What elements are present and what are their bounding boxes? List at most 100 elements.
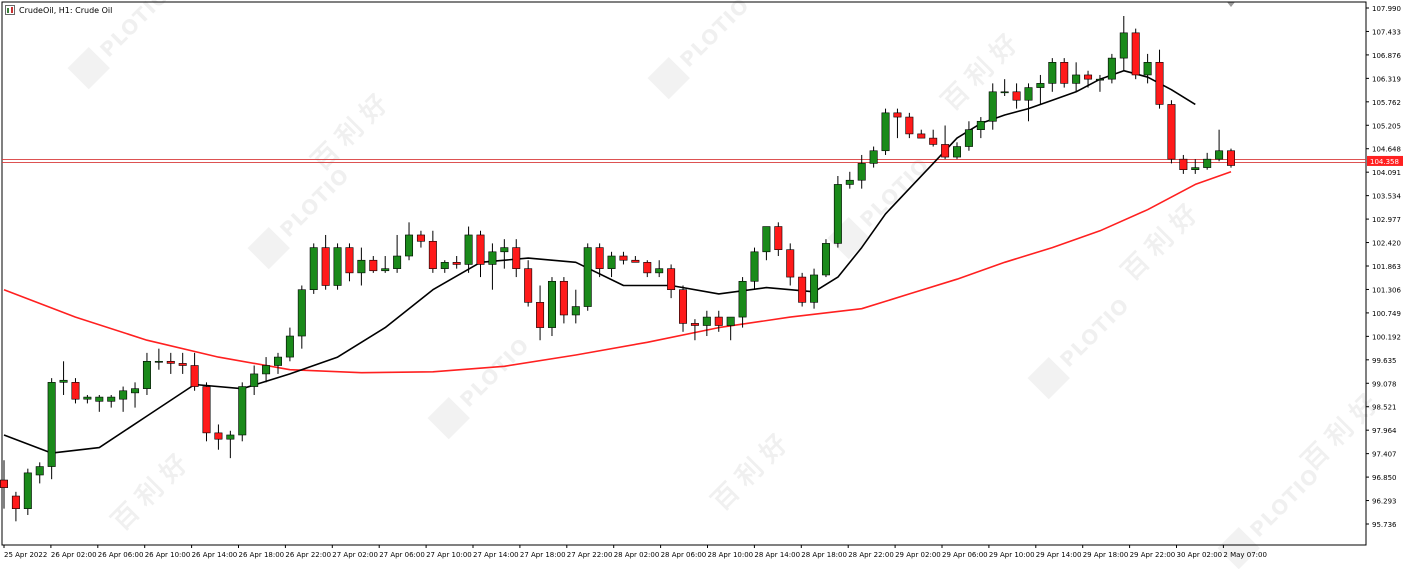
- candle-body[interactable]: [536, 302, 545, 328]
- candle-body[interactable]: [297, 289, 306, 337]
- candle-body[interactable]: [1048, 62, 1057, 84]
- candle-body[interactable]: [929, 137, 938, 145]
- candle-body[interactable]: [0, 479, 8, 488]
- candle-body[interactable]: [154, 360, 163, 363]
- candle-body[interactable]: [1143, 62, 1152, 76]
- candle-body[interactable]: [941, 144, 950, 158]
- candle-body[interactable]: [416, 234, 425, 242]
- candle-body[interactable]: [345, 247, 354, 274]
- candle-body[interactable]: [357, 259, 366, 274]
- chart-shift-marker-icon[interactable]: [1227, 2, 1235, 7]
- candle-body[interactable]: [107, 396, 116, 402]
- candle-body[interactable]: [1024, 87, 1033, 101]
- candle-body[interactable]: [369, 259, 378, 272]
- candle-body[interactable]: [119, 390, 128, 400]
- candle-body[interactable]: [47, 382, 56, 467]
- candle-body[interactable]: [547, 280, 556, 328]
- candle-body[interactable]: [166, 360, 175, 364]
- candle-body[interactable]: [178, 363, 187, 366]
- candle-body[interactable]: [976, 120, 985, 130]
- candle-body[interactable]: [393, 255, 402, 269]
- candle-body[interactable]: [464, 234, 473, 265]
- candle-body[interactable]: [1119, 32, 1128, 59]
- candle-body[interactable]: [1167, 104, 1176, 160]
- candle-body[interactable]: [1227, 150, 1235, 166]
- candle-body[interactable]: [202, 386, 211, 434]
- candle-body[interactable]: [917, 133, 926, 139]
- candle-body[interactable]: [964, 129, 973, 147]
- candle-body[interactable]: [869, 150, 878, 164]
- candle-body[interactable]: [524, 268, 533, 303]
- candle-body[interactable]: [774, 226, 783, 251]
- candle-body[interactable]: [381, 268, 390, 272]
- candle-body[interactable]: [1095, 78, 1104, 81]
- candle-body[interactable]: [95, 396, 104, 402]
- candle-body[interactable]: [428, 240, 437, 269]
- candle-body[interactable]: [285, 335, 294, 358]
- candle-body[interactable]: [893, 112, 902, 118]
- candle-body[interactable]: [607, 255, 616, 269]
- candle-body[interactable]: [619, 255, 628, 261]
- candle-body[interactable]: [679, 289, 688, 324]
- candle-body[interactable]: [845, 179, 854, 185]
- candle-body[interactable]: [1191, 167, 1200, 170]
- candle-body[interactable]: [595, 247, 604, 269]
- candle-body[interactable]: [250, 373, 259, 387]
- candle-body[interactable]: [71, 382, 80, 400]
- candle-body[interactable]: [59, 379, 68, 383]
- candle-body[interactable]: [571, 306, 580, 316]
- candle-body[interactable]: [500, 247, 509, 253]
- candle-body[interactable]: [702, 316, 711, 326]
- candle-body[interactable]: [881, 112, 890, 152]
- candle-body[interactable]: [476, 234, 485, 265]
- candle-body[interactable]: [988, 91, 997, 122]
- candle-body[interactable]: [1215, 150, 1224, 160]
- candle-body[interactable]: [35, 466, 44, 476]
- candle-body[interactable]: [833, 184, 842, 244]
- candle-body[interactable]: [1000, 91, 1009, 94]
- candle-body[interactable]: [726, 316, 735, 326]
- candle-body[interactable]: [226, 434, 235, 440]
- candle-body[interactable]: [667, 268, 676, 291]
- candle-body[interactable]: [857, 163, 866, 181]
- candle-body[interactable]: [690, 323, 699, 326]
- candle-body[interactable]: [333, 247, 342, 286]
- candle-body[interactable]: [309, 247, 318, 291]
- candle-body[interactable]: [762, 226, 771, 253]
- candle-body[interactable]: [786, 249, 795, 278]
- candle-body[interactable]: [810, 274, 819, 303]
- candle-body[interactable]: [821, 243, 830, 276]
- candle-body[interactable]: [1107, 57, 1116, 80]
- candle-body[interactable]: [452, 262, 461, 265]
- candle-body[interactable]: [23, 472, 32, 509]
- candle-body[interactable]: [238, 386, 247, 436]
- candle-body[interactable]: [643, 262, 652, 274]
- candle-body[interactable]: [190, 365, 199, 387]
- candle-body[interactable]: [512, 247, 521, 269]
- candle-body[interactable]: [714, 316, 723, 326]
- candle-body[interactable]: [750, 251, 759, 282]
- candle-body[interactable]: [583, 247, 592, 307]
- candle-body[interactable]: [655, 268, 664, 274]
- candle-body[interactable]: [631, 259, 640, 263]
- candle-body[interactable]: [798, 276, 807, 303]
- candle-body[interactable]: [262, 365, 271, 375]
- candle-body[interactable]: [1131, 32, 1140, 76]
- candle-body[interactable]: [142, 360, 151, 389]
- candle-body[interactable]: [738, 280, 747, 318]
- candle-body[interactable]: [273, 356, 282, 366]
- candle-body[interactable]: [83, 396, 92, 400]
- candle-body[interactable]: [1084, 74, 1093, 80]
- candle-body[interactable]: [440, 262, 449, 269]
- candle-body[interactable]: [1060, 62, 1069, 84]
- candle-body[interactable]: [131, 388, 140, 394]
- candle-body[interactable]: [321, 247, 330, 286]
- candle-body[interactable]: [1036, 83, 1045, 88]
- candle-body[interactable]: [1072, 74, 1081, 84]
- candle-body[interactable]: [559, 280, 568, 316]
- candle-body[interactable]: [953, 146, 962, 158]
- candle-body[interactable]: [405, 234, 414, 257]
- candle-body[interactable]: [488, 251, 497, 265]
